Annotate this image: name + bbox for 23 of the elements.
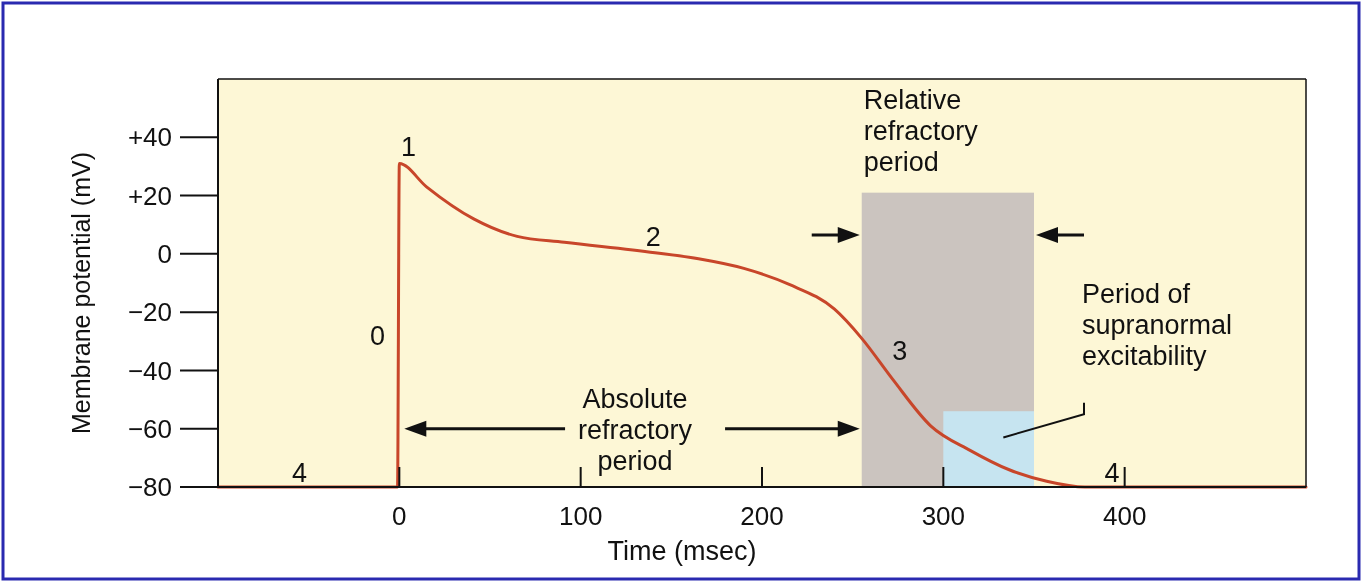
annotation: Absolute refractory period [578, 383, 693, 476]
x-tick-label: 400 [1102, 501, 1147, 531]
annotation: 1 [400, 132, 416, 163]
x-axis-title: Time (msec) [607, 536, 757, 566]
y-tick-label: −20 [127, 297, 172, 328]
y-tick-label: +40 [127, 122, 172, 153]
annotation: 4 [292, 458, 308, 489]
y-tick-label: −40 [127, 355, 172, 386]
y-tick-label: 0 [157, 238, 172, 269]
x-tick-label: 0 [392, 501, 407, 531]
y-tick-label: −80 [127, 472, 172, 503]
annotation: 0 [370, 321, 386, 352]
x-tick-label: 300 [921, 501, 966, 531]
x-tick-label: 200 [740, 501, 784, 531]
y-tick-label: +20 [127, 180, 172, 211]
annotation: 4 [1104, 458, 1120, 489]
x-tick-label: 100 [558, 501, 603, 531]
band-label: Period of supranormal excitability [1082, 279, 1233, 372]
annotation: 3 [892, 336, 908, 367]
band-label: Relative refractory period [863, 85, 979, 177]
annotation: 2 [645, 222, 661, 253]
y-tick-label: −60 [127, 413, 172, 444]
y-axis-title: Membrane potential (mV) [67, 151, 95, 435]
